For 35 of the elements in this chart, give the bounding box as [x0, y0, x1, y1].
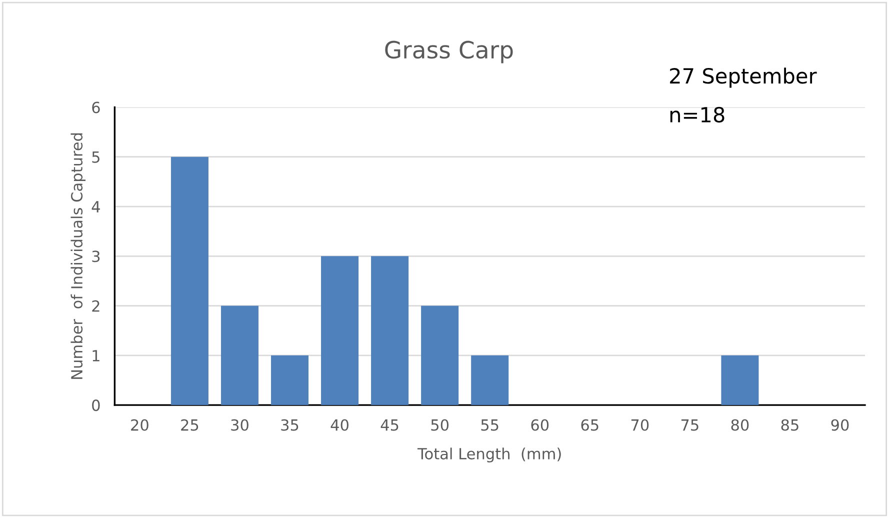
- y-tick-label: 5: [92, 152, 100, 163]
- bar: [721, 355, 759, 406]
- y-axis-title: Number of Individuals Captured: [70, 133, 86, 379]
- x-tick-label: 35: [281, 419, 298, 431]
- x-tick-label: 30: [231, 419, 248, 431]
- x-tick-label: 40: [330, 419, 348, 431]
- bar: [321, 256, 359, 406]
- x-tick-label: 25: [181, 419, 198, 431]
- bar: [421, 306, 459, 406]
- bar: [170, 156, 208, 406]
- text: 27 September: [670, 68, 817, 88]
- bar: [371, 256, 409, 406]
- bar: [220, 306, 258, 406]
- x-tick-label: 20: [131, 419, 148, 431]
- x-tick-label: 60: [531, 419, 549, 431]
- bar: [471, 355, 509, 406]
- annotation: n=18: [670, 106, 724, 123]
- y-tick-label: 2: [92, 300, 100, 312]
- y-tick-label: 0: [92, 400, 100, 412]
- chart-title: Grass Carp: [385, 40, 513, 64]
- x-tick-label: 45: [380, 419, 398, 431]
- y-tick-label: 3: [92, 250, 100, 262]
- x-tick-label: 50: [431, 419, 449, 431]
- y-tick-label: 6: [92, 102, 100, 114]
- y-tick-label: 4: [92, 201, 100, 212]
- x-tick-label: 90: [831, 419, 849, 431]
- x-axis-title: Total Length (mm): [417, 448, 561, 462]
- x-tick-label: 85: [781, 419, 798, 431]
- bar: [270, 355, 309, 406]
- x-tick-label: 55: [481, 419, 498, 431]
- x-tick-label: 65: [581, 419, 598, 431]
- x-tick-label: 75: [681, 419, 698, 431]
- y-tick-label: 1: [92, 350, 100, 362]
- x-tick-label: 70: [631, 419, 649, 431]
- x-tick-label: 80: [731, 419, 749, 431]
